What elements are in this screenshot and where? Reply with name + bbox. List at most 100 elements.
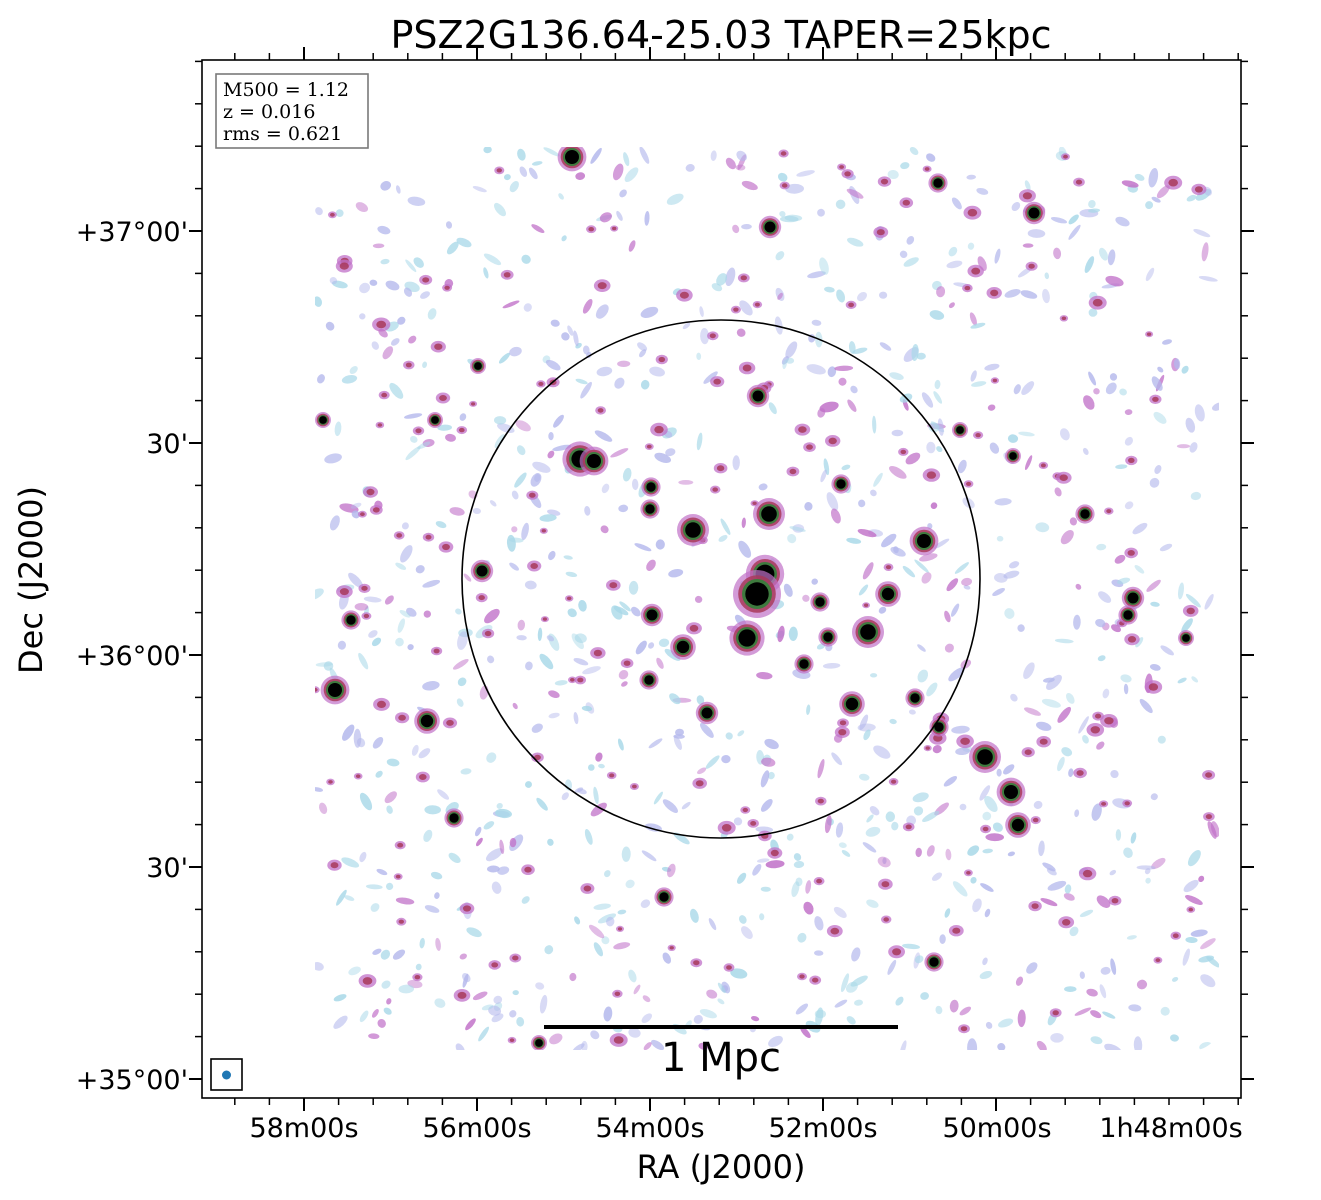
- noise-blob: [544, 945, 554, 955]
- source-core: [431, 416, 439, 424]
- noise-blob: [982, 811, 992, 821]
- noise-blob: [997, 1043, 1006, 1050]
- noise-blob: [628, 969, 637, 983]
- noise-blob: [789, 526, 806, 532]
- emission-core: [1052, 1010, 1059, 1016]
- noise-blob: [434, 998, 446, 1008]
- noise-blob: [903, 257, 919, 267]
- noise-blob: [899, 1040, 907, 1050]
- source-core: [449, 813, 459, 823]
- noise-blob: [902, 943, 920, 950]
- noise-blob: [359, 282, 371, 294]
- noise-blob: [355, 202, 369, 213]
- noise-blob: [1160, 645, 1174, 656]
- scale-bar-label: 1 Mpc: [661, 1035, 781, 1081]
- emission-core: [339, 588, 349, 596]
- noise-blob: [572, 1043, 585, 1050]
- noise-blob: [498, 352, 511, 364]
- noise-blob: [600, 525, 609, 534]
- noise-blob: [885, 811, 896, 822]
- emission-core: [654, 425, 664, 434]
- noise-blob: [594, 430, 613, 442]
- noise-blob: [865, 826, 881, 837]
- source-core: [977, 749, 993, 765]
- noise-blob: [854, 999, 863, 1006]
- noise-blob: [732, 455, 740, 471]
- noise-blob: [755, 826, 774, 833]
- noise-blob: [926, 153, 936, 162]
- noise-blob: [516, 1017, 525, 1027]
- emission-core: [838, 729, 847, 736]
- emission-core: [971, 267, 981, 275]
- noise-blob: [463, 573, 472, 582]
- noise-blob: [558, 193, 564, 200]
- noise-blob: [472, 507, 481, 515]
- noise-blob: [1054, 638, 1074, 644]
- noise-blob: [946, 260, 963, 269]
- noise-blob: [1096, 895, 1111, 908]
- noise-blob: [359, 792, 373, 811]
- noise-blob: [948, 667, 965, 682]
- noise-blob: [741, 180, 758, 191]
- noise-blob: [982, 957, 988, 966]
- noise-blob: [525, 781, 532, 788]
- noise-blob: [619, 189, 627, 198]
- noise-blob: [833, 906, 847, 918]
- emission-core: [376, 320, 387, 329]
- noise-blob: [1157, 366, 1164, 373]
- noise-blob: [535, 982, 545, 990]
- noise-blob: [1057, 756, 1065, 772]
- emission-core: [848, 302, 854, 308]
- emission-core: [864, 603, 869, 607]
- noise-blob: [1139, 698, 1153, 714]
- noise-blob: [512, 990, 519, 996]
- noise-blob: [811, 578, 818, 585]
- noise-blob: [882, 857, 887, 865]
- noise-blob: [804, 502, 813, 511]
- noise-blob: [914, 559, 929, 573]
- noise-blob: [478, 1026, 490, 1042]
- noise-blob: [446, 241, 459, 255]
- noise-blob: [531, 161, 543, 166]
- noise-blob: [937, 418, 944, 436]
- noise-blob: [610, 448, 629, 458]
- emission-core: [1205, 814, 1212, 820]
- noise-blob: [483, 267, 489, 279]
- emission-core: [617, 927, 623, 931]
- noise-blob: [1124, 501, 1134, 510]
- emission-core: [478, 595, 485, 601]
- noise-blob: [959, 1006, 972, 1016]
- noise-blob: [1102, 1011, 1116, 1019]
- noise-blob: [951, 725, 970, 734]
- noise-blob: [398, 984, 415, 994]
- noise-blob: [1191, 676, 1199, 683]
- noise-blob: [457, 631, 468, 650]
- noise-blob: [509, 1010, 517, 1018]
- noise-blob: [879, 342, 892, 351]
- noise-blob: [1054, 487, 1062, 497]
- noise-blob: [339, 503, 359, 513]
- noise-blob: [1150, 793, 1158, 801]
- noise-blob: [1104, 1043, 1122, 1050]
- emission-core: [330, 862, 339, 869]
- noise-blob: [1074, 809, 1080, 818]
- emission-core: [433, 648, 440, 654]
- noise-blob: [651, 1039, 665, 1050]
- noise-blob: [768, 1035, 783, 1048]
- noise-blob: [1185, 936, 1198, 944]
- emission-core: [509, 1038, 515, 1042]
- noise-blob: [932, 745, 942, 754]
- r500-circle: [461, 319, 981, 839]
- emission-core: [457, 991, 467, 999]
- noise-blob: [920, 992, 929, 1000]
- source-core: [1080, 509, 1090, 519]
- noise-blob: [1041, 698, 1061, 708]
- source-core: [929, 957, 939, 967]
- noise-blob: [408, 335, 417, 344]
- source-core: [799, 659, 809, 669]
- noise-blob: [699, 306, 704, 318]
- emission-core: [1205, 772, 1213, 778]
- noise-blob: [630, 606, 641, 617]
- emission-core: [781, 183, 788, 188]
- emission-core: [405, 362, 412, 368]
